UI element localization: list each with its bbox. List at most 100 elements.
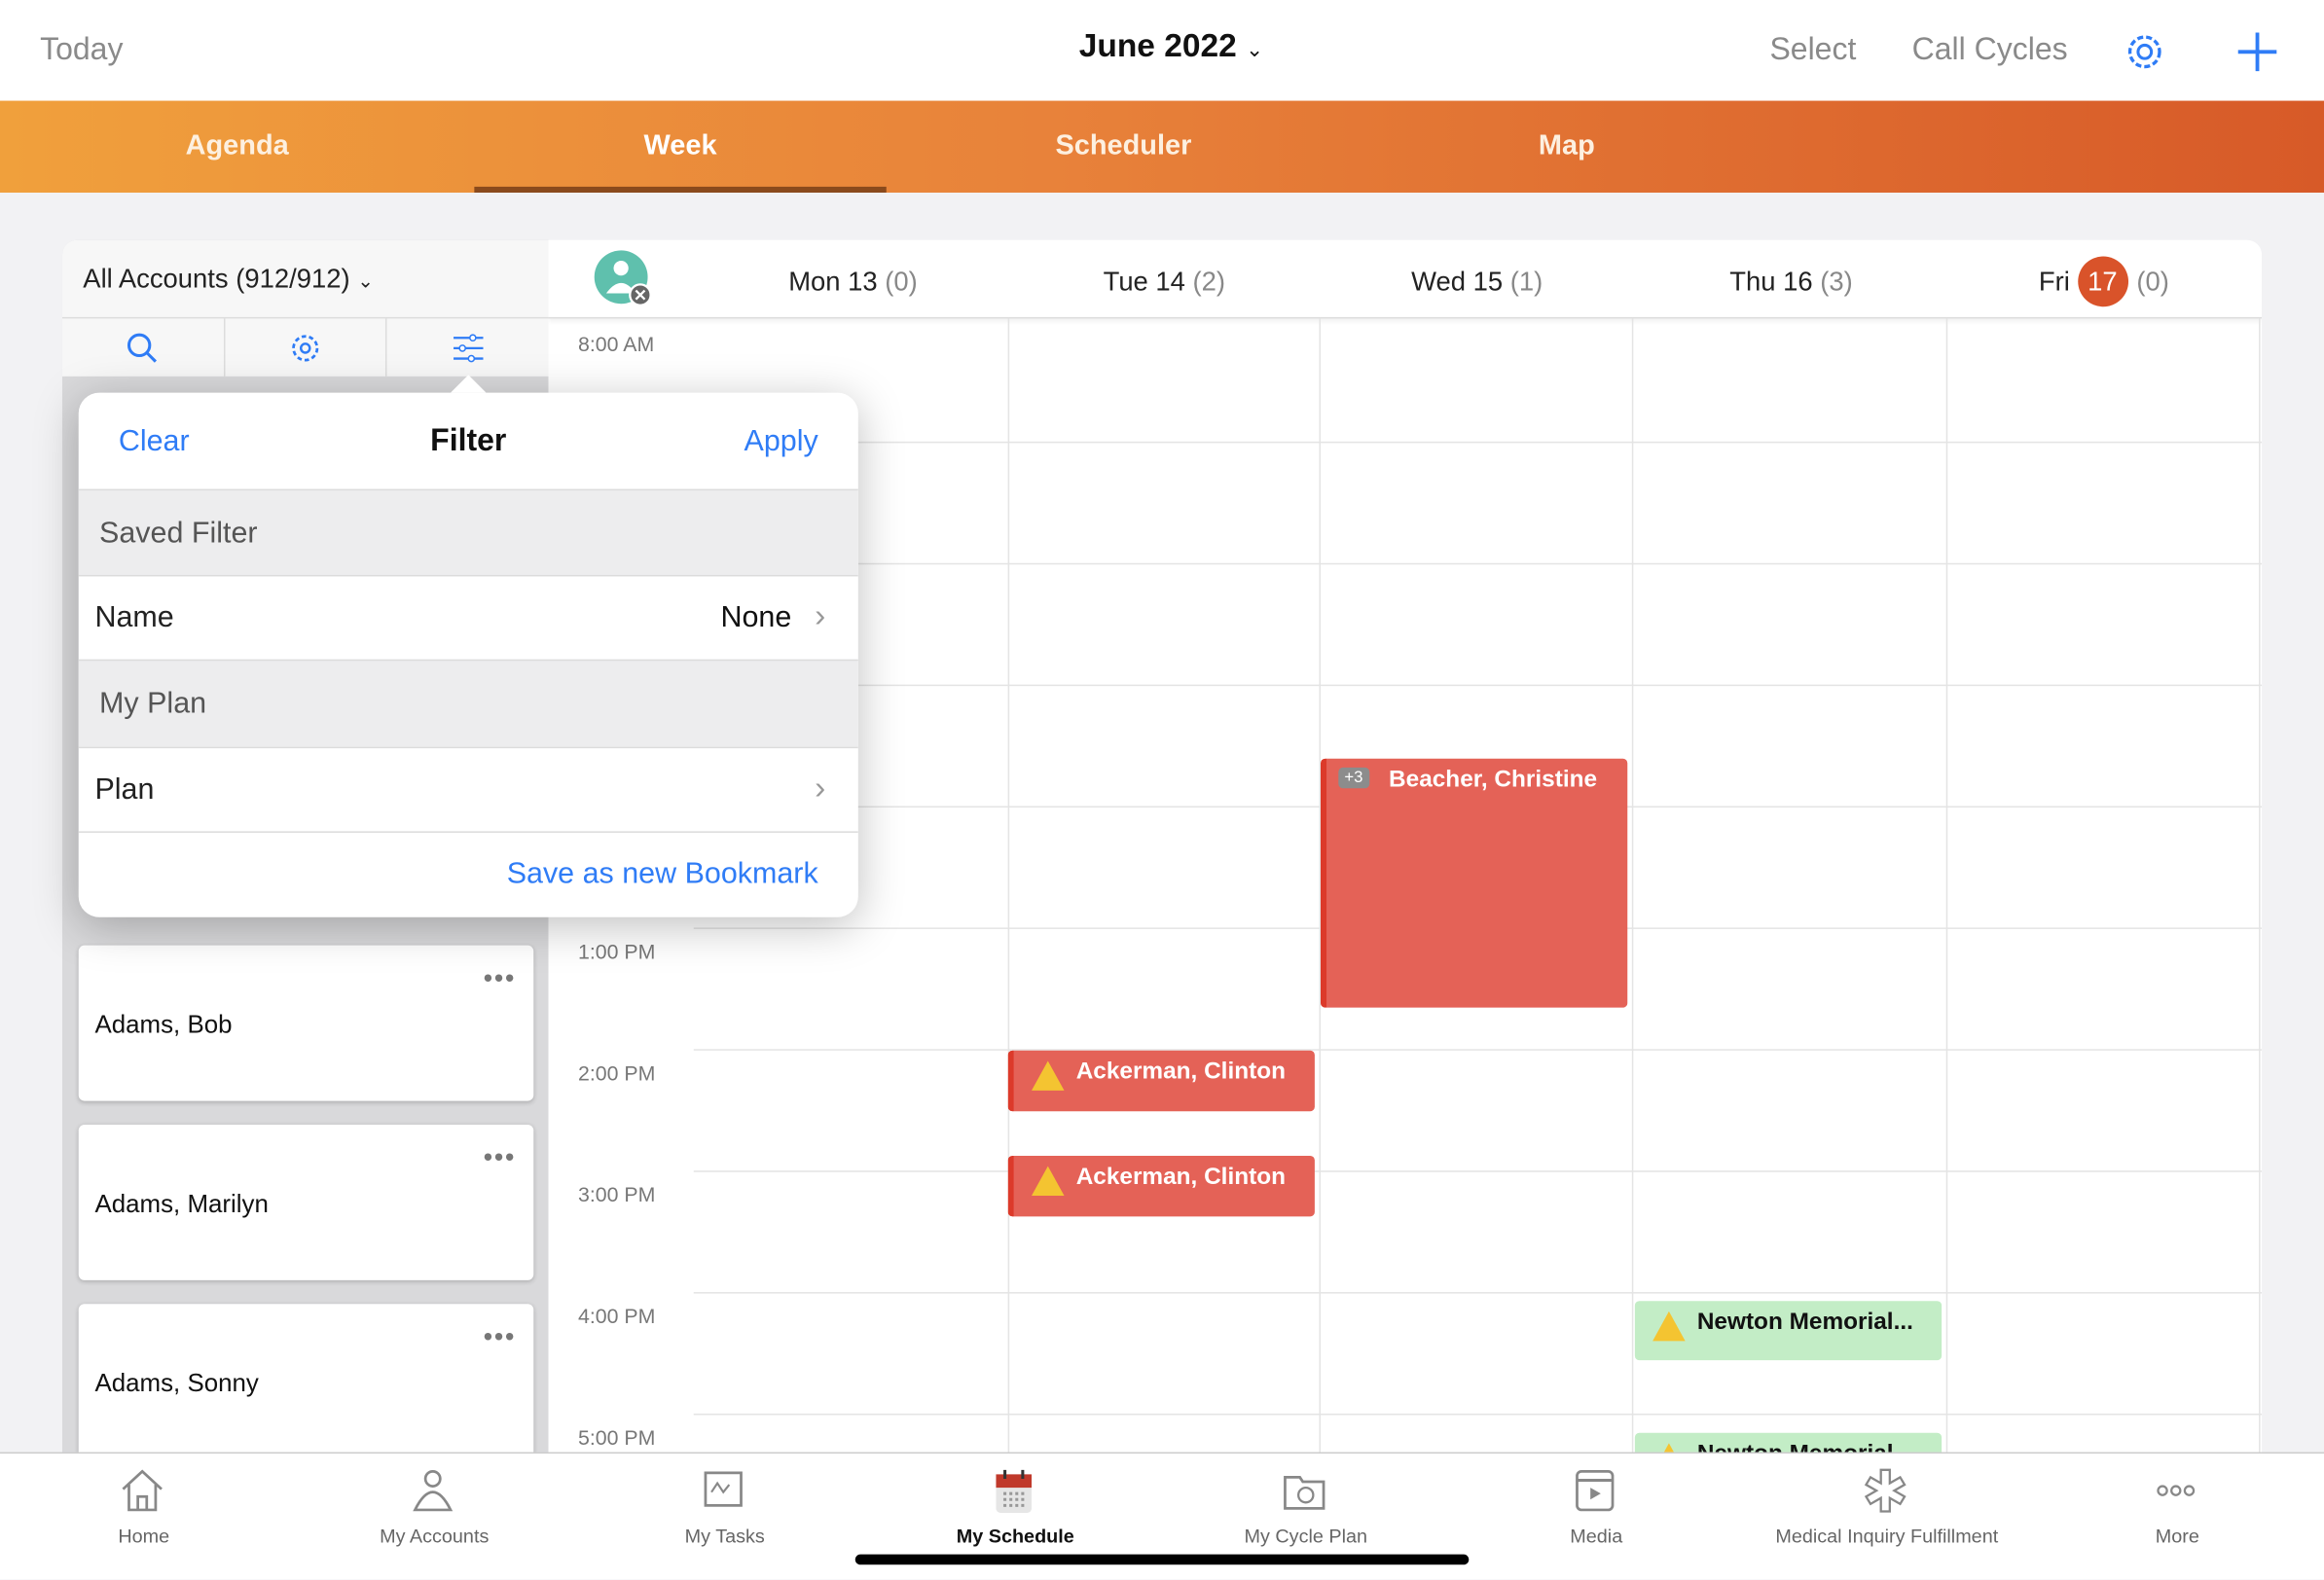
grid-line (693, 684, 2263, 687)
search-icon (127, 333, 158, 363)
more-icon (2157, 1485, 2196, 1496)
day-header[interactable]: Thu 16 (3) (1635, 240, 1947, 319)
time-label: 5:00 PM (577, 1425, 656, 1450)
name-label: Name (94, 601, 174, 634)
person-icon (413, 1469, 454, 1512)
day-divider (1631, 318, 1634, 1455)
calendar-event[interactable]: Newton Memorial... (1634, 1301, 1943, 1360)
account-card[interactable]: ••• Adams, Bob (78, 945, 534, 1101)
event-title: Beacher, Christine (1389, 767, 1598, 793)
gear-icon[interactable] (2123, 29, 2167, 74)
nav-label: My Schedule (956, 1525, 1074, 1548)
day-divider (1319, 318, 1321, 1455)
chevron-right-icon: › (815, 769, 826, 807)
more-icon[interactable]: ••• (483, 962, 517, 993)
user-filter-avatar-icon[interactable] (593, 249, 655, 311)
warning-icon (1652, 1311, 1686, 1342)
media-icon (1576, 1469, 1615, 1512)
clear-button[interactable]: Clear (118, 425, 190, 458)
section-my-plan: My Plan (99, 687, 207, 721)
view-tabs: Agenda Week Scheduler Map (0, 100, 2324, 193)
day-divider (1945, 318, 1948, 1455)
apply-button[interactable]: Apply (744, 425, 818, 458)
nav-label: More (2155, 1525, 2199, 1548)
search-button[interactable] (62, 318, 225, 377)
event-title: Newton Memorial... (1696, 1310, 1913, 1336)
day-label: Wed 15 (1411, 267, 1510, 297)
chevron-down-icon: ⌄ (357, 269, 374, 293)
filter-button[interactable] (387, 318, 548, 376)
section-saved-filter: Saved Filter (99, 517, 258, 551)
calendar-event[interactable]: Ackerman, Clinton (1007, 1155, 1315, 1217)
day-label: Thu 16 (1729, 267, 1821, 297)
more-icon[interactable]: ••• (483, 1321, 517, 1351)
bottom-nav: Home My Accounts My Tasks My Schedule My Cyc… (0, 1452, 2324, 1580)
today-button[interactable]: Today (40, 32, 124, 67)
home-icon (122, 1469, 163, 1512)
tab-map[interactable]: Map (1538, 130, 1595, 162)
tab-scheduler[interactable]: Scheduler (1055, 130, 1192, 162)
name-value: None (720, 601, 792, 634)
account-name: Adams, Sonny (94, 1369, 259, 1398)
event-title: Ackerman, Clinton (1075, 1059, 1286, 1085)
calendar-event[interactable]: Ackerman, Clinton (1007, 1050, 1315, 1111)
nav-label: Home (118, 1525, 170, 1548)
calendar-event[interactable]: +3 Beacher, Christine (1320, 758, 1628, 1008)
account-name: Adams, Marilyn (94, 1189, 269, 1218)
plan-label: Plan (94, 773, 155, 807)
grid-line (693, 1413, 2263, 1416)
day-header[interactable]: Fri 17 (0) (1947, 240, 2260, 319)
time-label: 1:00 PM (577, 939, 656, 963)
warning-icon (1032, 1166, 1065, 1196)
time-label: 8:00 AM (577, 332, 655, 356)
nav-label: My Cycle Plan (1244, 1525, 1368, 1548)
name-row[interactable]: Name None › (78, 574, 858, 660)
day-count: (0) (2136, 267, 2169, 297)
day-header[interactable]: Tue 14 (2) (1008, 240, 1321, 319)
day-count: (1) (1509, 267, 1543, 297)
event-title: Newton Memorial... (1696, 1441, 1913, 1455)
gear-icon (292, 335, 319, 362)
more-icon[interactable]: ••• (483, 1142, 517, 1172)
settings-button[interactable] (225, 318, 388, 377)
chevron-right-icon: › (815, 596, 826, 634)
nav-label: My Accounts (380, 1525, 490, 1548)
home-indicator (854, 1554, 1470, 1565)
day-count: (3) (1820, 267, 1853, 297)
account-card[interactable]: ••• Adams, Marilyn (78, 1124, 534, 1280)
time-label: 4:00 PM (577, 1304, 656, 1328)
grid-line (693, 441, 2263, 444)
tab-week[interactable]: Week (474, 101, 887, 193)
month-label: June 2022 (1078, 26, 1237, 64)
select-button[interactable]: Select (1769, 32, 1857, 67)
nav-label: Medical Inquiry Fulfillment (1775, 1525, 1999, 1548)
time-label: 2:00 PM (577, 1060, 656, 1085)
grid-line (693, 562, 2263, 565)
calendar-icon (996, 1469, 1033, 1513)
more-count-badge: +3 (1338, 767, 1369, 788)
grid-line (693, 1170, 2263, 1172)
grid-line (693, 1049, 2263, 1051)
plan-row[interactable]: Plan › (78, 746, 858, 832)
calendar-event[interactable]: Newton Memorial... (1634, 1432, 1943, 1455)
day-label: Mon 13 (788, 267, 886, 297)
filter-title: Filter (430, 423, 507, 458)
popover-arrow (450, 375, 487, 393)
time-label: 3:00 PM (577, 1182, 656, 1206)
day-header[interactable]: Mon 13 (0) (697, 240, 1009, 319)
month-selector[interactable]: June 2022 ⌄ (1079, 26, 1263, 65)
tab-agenda[interactable]: Agenda (185, 130, 289, 162)
account-name: Adams, Bob (94, 1010, 233, 1039)
day-header[interactable]: Wed 15 (1) (1321, 240, 1633, 319)
tasks-icon (704, 1471, 743, 1507)
add-icon[interactable] (2235, 29, 2280, 74)
call-cycles-button[interactable]: Call Cycles (1911, 32, 2068, 67)
day-count: (0) (885, 267, 918, 297)
accounts-dropdown[interactable]: All Accounts (912/912) ⌄ (83, 264, 374, 294)
warning-icon (1032, 1059, 1065, 1091)
account-card[interactable]: ••• Adams, Sonny (78, 1304, 534, 1455)
day-divider (2259, 318, 2261, 1455)
warning-icon (1652, 1443, 1686, 1455)
chevron-down-icon: ⌄ (1246, 37, 1264, 61)
save-bookmark-button[interactable]: Save as new Bookmark (506, 857, 818, 891)
